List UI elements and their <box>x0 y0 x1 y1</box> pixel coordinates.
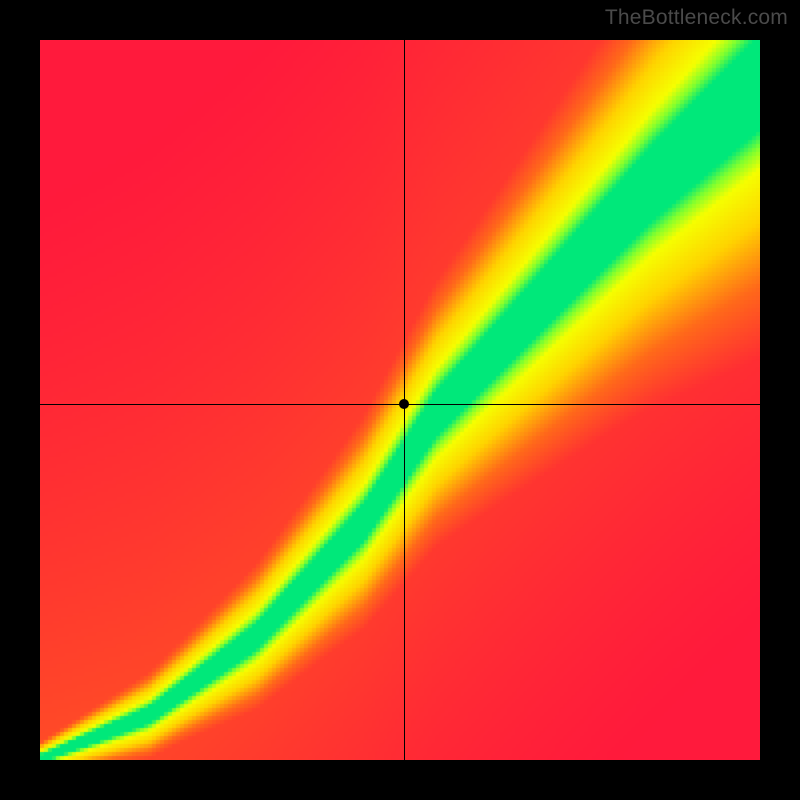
attribution-text: TheBottleneck.com <box>605 6 788 30</box>
data-point <box>399 399 409 409</box>
plot-area <box>40 40 760 760</box>
chart-container: TheBottleneck.com <box>0 0 800 800</box>
